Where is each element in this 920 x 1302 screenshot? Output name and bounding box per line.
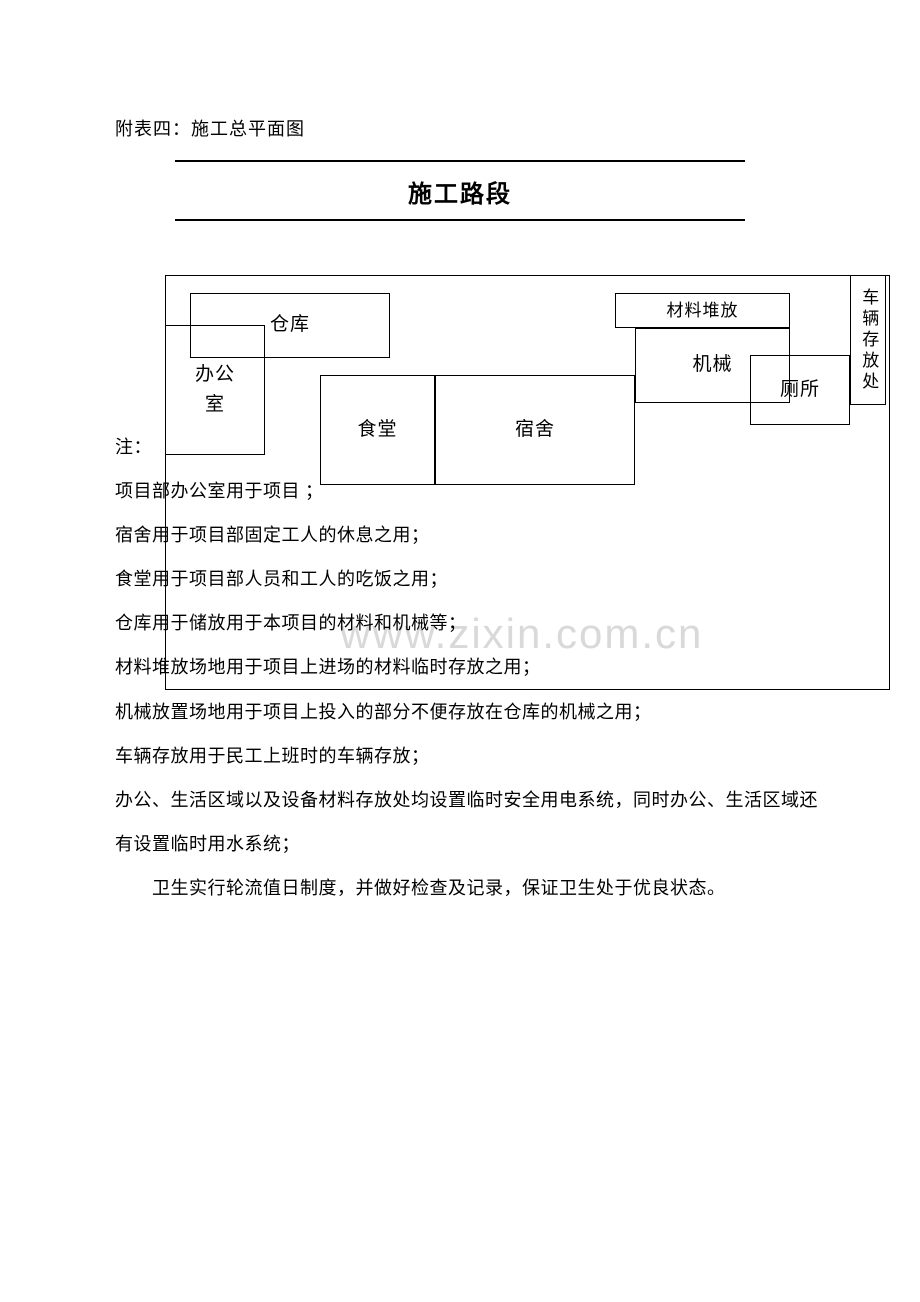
label-cailiao: 材料堆放 <box>667 297 739 324</box>
box-cheliang: 车辆存放处 <box>850 275 886 405</box>
box-cailiao: 材料堆放 <box>615 293 790 328</box>
label-cesuo: 厕所 <box>780 375 820 405</box>
note-line: 车辆存放用于民工上班时的车辆存放； <box>115 734 835 778</box>
note-line: 卫生实行轮流值日制度，并做好检查及记录，保证卫生处于优良状态。 <box>115 866 835 910</box>
note-line: 机械放置场地用于项目上投入的部分不便存放在仓库的机械之用； <box>115 690 835 734</box>
title-rule-top <box>175 160 745 162</box>
note-line: 宿舍用于项目部固定工人的休息之用； <box>115 513 835 557</box>
label-cangku: 仓库 <box>270 310 310 340</box>
notes-block: 注： 项目部办公室用于项目 ； 宿舍用于项目部固定工人的休息之用； 食堂用于项目… <box>115 425 835 910</box>
label-cheliang: 车辆存放处 <box>858 288 878 393</box>
diagram-title: 施工路段 <box>175 174 745 209</box>
note-line: 食堂用于项目部人员和工人的吃饭之用； <box>115 557 835 601</box>
note-line: 材料堆放场地用于项目上进场的材料临时存放之用； <box>115 645 835 689</box>
label-bangong: 办公 室 <box>195 360 235 421</box>
note-line: 注： <box>115 425 835 469</box>
page-header: 附表四：施工总平面图 <box>115 115 305 141</box>
label-jixie: 机械 <box>692 350 732 380</box>
note-line: 项目部办公室用于项目 ； <box>115 469 835 513</box>
title-block: 施工路段 <box>175 160 745 221</box>
note-line: 办公、生活区域以及设备材料存放处均设置临时安全用电系统，同时办公、生活区域还有设… <box>115 778 835 866</box>
title-rule-bottom <box>175 219 745 221</box>
note-line: 仓库用于储放用于本项目的材料和机械等； <box>115 601 835 645</box>
box-cesuo: 厕所 <box>750 355 850 425</box>
